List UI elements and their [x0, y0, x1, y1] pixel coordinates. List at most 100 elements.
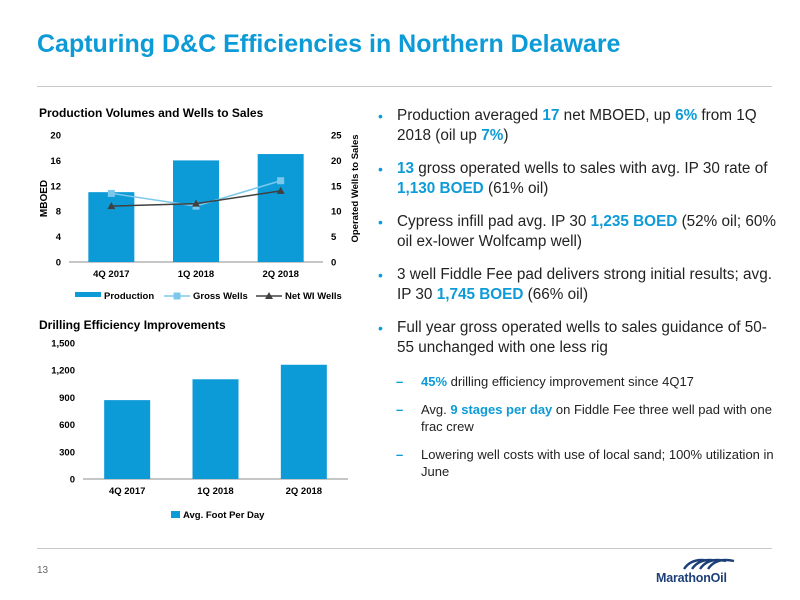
highlight-text: 1,745 BOED — [436, 286, 524, 303]
highlight-text: 1,235 BOED — [590, 213, 678, 230]
production-bar — [173, 160, 219, 262]
bullet-item: • 3 well Fiddle Fee pad delivers strong i… — [378, 265, 778, 305]
bullet-glyph: • — [378, 214, 383, 230]
body-text: on Fiddle Fee three well pad with one fr… — [421, 402, 772, 434]
sub-bullet-item: – 45% drilling efficiency improvement sin… — [396, 373, 778, 390]
y2-axis-label: Operated Wells to Sales — [350, 134, 361, 242]
net-wi-wells-marker — [107, 202, 116, 210]
legend-gross-swatch — [173, 292, 181, 300]
dash-glyph: – — [396, 374, 404, 389]
y2-tick-label: 0 — [331, 258, 336, 269]
body-text: Cypress infill pad avg. IP 30 — [397, 213, 591, 230]
y-tick-label: 1,200 — [51, 366, 75, 377]
drilling-chart: 0 300 600 900 1,200 1,500 4Q 2017 1Q 2018 2Q 201… — [51, 339, 348, 521]
bullet-list: • Production averaged 17 net MBOED, up 6%… — [378, 106, 778, 491]
dash-glyph: – — [396, 447, 404, 462]
chart2-title: Drilling Efficiency Improvements — [39, 318, 226, 332]
x-tick-label: 1Q 2018 — [178, 269, 214, 280]
legend-production-swatch — [75, 292, 101, 297]
bullet-item: • Full year gross operated wells to sales… — [378, 318, 778, 358]
logo-mark-icon — [683, 558, 735, 570]
x-tick-label: 1Q 2018 — [197, 486, 233, 497]
production-bar — [257, 154, 304, 262]
highlight-text: 13 — [397, 160, 415, 177]
net-wi-wells-marker — [276, 186, 285, 194]
body-text: (52% oil; 60% oil ex-lower Wolfcamp well… — [397, 213, 776, 250]
footer-divider — [37, 548, 772, 549]
bullet-glyph: • — [378, 320, 383, 336]
highlight-text: 17 — [542, 107, 560, 124]
body-text: 3 well Fiddle Fee pad delivers strong in… — [397, 266, 772, 303]
body-text: (61% oil) — [483, 180, 549, 197]
legend-gross-label: Gross Wells — [193, 291, 248, 302]
dash-glyph: – — [396, 402, 404, 417]
bullet-item: • Cypress infill pad avg. IP 30 1,235 BOE… — [378, 212, 778, 252]
sub-bullet-item: – Lowering well costs with use of local s… — [396, 446, 778, 480]
y-tick-label: 8 — [56, 207, 61, 218]
legend-foot-per-day-swatch — [171, 511, 180, 518]
chart1-title: Production Volumes and Wells to Sales — [39, 106, 264, 120]
y2-tick-label: 25 — [331, 131, 342, 142]
foot-per-day-bar — [104, 400, 151, 479]
bullet-text: 13 gross operated wells to sales with av… — [397, 160, 767, 197]
sub-bullet-text: 45% drilling efficiency improvement sinc… — [421, 374, 694, 389]
bullet-glyph: • — [378, 108, 383, 124]
body-text: Production averaged — [397, 107, 543, 124]
y2-tick-label: 15 — [331, 181, 342, 192]
body-text: gross operated wells to sales with avg. … — [414, 160, 768, 177]
highlight-text: 6% — [675, 107, 698, 124]
bullet-item: • Production averaged 17 net MBOED, up 6%… — [378, 106, 778, 146]
x-tick-label: 2Q 2018 — [262, 269, 298, 280]
sub-bullet-item: – Avg. 9 stages per day on Fiddle Fee thr… — [396, 401, 778, 435]
bullet-item: • 13 gross operated wells to sales with a… — [378, 159, 778, 199]
highlight-text: 7% — [481, 127, 504, 144]
sub-bullet-text: Lowering well costs with use of local sa… — [421, 447, 774, 479]
marathon-oil-logo: MarathonOil — [656, 557, 776, 585]
y-tick-label: 0 — [70, 475, 75, 486]
y-tick-label: 0 — [56, 258, 61, 269]
legend-net-label: Net WI Wells — [285, 291, 342, 302]
highlight-text: 9 stages per day — [450, 402, 553, 417]
x-tick-label: 4Q 2017 — [109, 486, 145, 497]
y-tick-label: 900 — [59, 393, 75, 404]
body-text: (66% oil) — [523, 286, 589, 303]
y2-tick-label: 5 — [331, 232, 337, 243]
bullet-text: 3 well Fiddle Fee pad delivers strong in… — [397, 266, 772, 303]
highlight-text: 1,130 BOED — [397, 180, 484, 197]
y-tick-label: 12 — [50, 181, 61, 192]
title-divider — [37, 86, 772, 87]
legend-foot-per-day-label: Avg. Foot Per Day — [183, 510, 265, 521]
body-text: Lowering well costs with use of local sa… — [421, 447, 774, 479]
page-title: Capturing D&C Efficiencies in Northern D… — [37, 30, 621, 58]
y-tick-label: 16 — [50, 156, 61, 167]
net-wi-wells-marker — [192, 199, 200, 207]
legend-net-swatch — [265, 292, 273, 299]
bullet-text: Production averaged 17 net MBOED, up 6% … — [397, 107, 757, 144]
body-text: Avg. — [421, 402, 451, 417]
y2-tick-label: 20 — [331, 156, 342, 167]
logo-text: MarathonOil — [656, 571, 727, 585]
y2-tick-label: 10 — [331, 207, 342, 218]
y-tick-label: 300 — [59, 447, 75, 458]
body-text: ) — [503, 127, 509, 144]
foot-per-day-bar — [192, 379, 239, 479]
page-number: 13 — [37, 565, 49, 576]
body-text: drilling efficiency improvement since 4Q… — [447, 374, 694, 389]
x-tick-label: 2Q 2018 — [286, 486, 322, 497]
bullet-glyph: • — [378, 161, 383, 177]
bullet-glyph: • — [378, 267, 383, 283]
production-chart: 0 4 8 12 16 20 0 5 10 15 20 25 MBOED Operated Wells t… — [39, 131, 361, 303]
y-tick-label: 4 — [56, 232, 62, 243]
y-axis-label: MBOED — [39, 180, 50, 217]
y-tick-label: 1,500 — [51, 339, 75, 350]
legend-production-label: Production — [104, 291, 154, 302]
bullet-text: Full year gross operated wells to sales … — [397, 319, 767, 356]
body-text: net MBOED, up — [559, 107, 676, 124]
body-text: Full year gross operated wells to sales … — [397, 319, 767, 356]
bullet-text: Cypress infill pad avg. IP 30 1,235 BOED… — [397, 213, 776, 250]
gross-wells-marker — [107, 189, 115, 197]
highlight-text: 45% — [421, 374, 448, 389]
gross-wells-marker — [277, 177, 285, 185]
y-tick-label: 600 — [59, 420, 75, 431]
x-tick-label: 4Q 2017 — [93, 269, 129, 280]
